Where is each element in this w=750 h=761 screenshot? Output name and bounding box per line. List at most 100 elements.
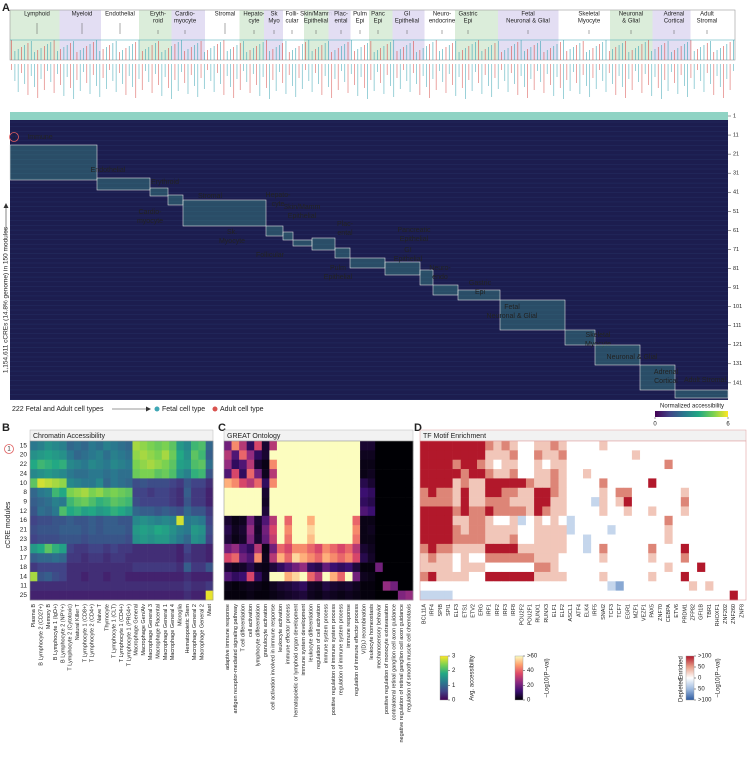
heatmap-cell — [607, 478, 616, 489]
column-label: T Lymphocyte 1 (CLT) — [112, 604, 118, 658]
heatmap-cell — [729, 441, 739, 451]
heatmap-cell — [88, 441, 97, 451]
heatmap-cell — [420, 543, 429, 554]
heatmap-cell — [737, 478, 747, 489]
heatmap-cell — [183, 581, 192, 591]
heatmap-cell — [558, 506, 567, 517]
heatmap-cell — [231, 459, 240, 470]
heatmap-cell — [161, 506, 170, 517]
heatmap-cell — [254, 459, 263, 470]
heatmap-cell — [542, 571, 551, 582]
heatmap-cell — [436, 515, 445, 526]
heatmap-cell — [615, 450, 625, 461]
module-block — [384, 261, 421, 276]
column-label: Macrophage General — [134, 604, 140, 656]
heatmap-cell — [337, 562, 346, 573]
heatmap-cell — [566, 553, 576, 563]
module-block — [349, 257, 386, 269]
heatmap-cell — [154, 515, 163, 526]
heatmap-cell — [176, 506, 185, 517]
heatmap-cell — [397, 506, 406, 517]
heatmap-cell — [117, 515, 126, 526]
heatmap-cell — [493, 534, 502, 545]
heatmap-cell — [367, 525, 376, 535]
heatmap-cell — [44, 469, 53, 479]
heatmap-cell — [574, 571, 584, 582]
heatmap-cell — [558, 562, 567, 573]
module-label: Neuronal & Glial — [487, 313, 538, 320]
heatmap-cell — [664, 497, 673, 507]
heatmap-cell — [640, 590, 649, 601]
heatmap-cell — [161, 515, 170, 526]
heatmap-cell — [103, 487, 111, 498]
heatmap-cell — [737, 515, 747, 526]
column-label: lymphocyte differentiation — [255, 604, 261, 666]
heatmap-cell — [44, 478, 53, 489]
heatmap-cell — [139, 515, 148, 526]
heatmap-cell — [672, 553, 682, 563]
heatmap-cell — [566, 562, 576, 573]
heatmap-cell — [276, 497, 285, 507]
heatmap-cell — [269, 478, 278, 489]
row-label: 25 — [20, 592, 28, 599]
heatmap-cell — [154, 450, 163, 461]
heatmap-cell — [672, 459, 682, 470]
heatmap-cell — [117, 562, 126, 573]
heatmap-cell — [477, 506, 486, 517]
heatmap-cell — [656, 487, 665, 498]
column-label: RUNX1 — [536, 604, 542, 623]
heatmap-cell — [154, 543, 163, 554]
column-label: Natural Killer T — [75, 603, 81, 640]
heatmap-cell — [550, 441, 559, 451]
heatmap-cell — [517, 553, 527, 563]
heatmap-cell — [397, 525, 406, 535]
heatmap-cell — [558, 487, 567, 498]
heatmap-cell — [452, 543, 462, 554]
heatmap-cell — [154, 571, 163, 582]
heatmap-cell — [307, 525, 316, 535]
heatmap-cell — [729, 515, 739, 526]
heatmap-cell — [66, 590, 75, 601]
row-label: 9 — [23, 499, 27, 506]
group-label: Panc — [371, 12, 385, 18]
heatmap-cell — [615, 571, 625, 582]
heatmap-cell — [132, 543, 141, 554]
heatmap-cell — [542, 525, 551, 535]
heatmap-cell — [664, 515, 673, 526]
y-tick-label: 31 — [733, 171, 739, 177]
heatmap-cell — [493, 590, 502, 601]
group-label: Stromal — [697, 19, 718, 25]
heatmap-cell — [460, 450, 470, 461]
heatmap-cell — [284, 581, 293, 591]
heatmap-cell — [352, 450, 361, 461]
y-tick-label: 51 — [733, 209, 739, 215]
heatmap-cell — [607, 590, 616, 601]
heatmap-cell — [525, 478, 535, 489]
heatmap-cell — [405, 534, 414, 545]
heatmap-cell — [615, 553, 625, 563]
heatmap-cell — [583, 450, 592, 461]
heatmap-cell — [239, 581, 247, 591]
heatmap-cell — [205, 497, 214, 507]
heatmap-cell — [269, 515, 278, 526]
heatmap-cell — [352, 562, 361, 573]
heatmap-cell — [648, 571, 657, 582]
heatmap-cell — [664, 543, 673, 554]
heatmap-cell — [697, 478, 706, 489]
heatmap-cell — [631, 534, 641, 545]
heatmap-cell — [534, 506, 543, 517]
heatmap-cell — [117, 553, 126, 563]
heatmap-cell — [224, 534, 232, 545]
heatmap-cell — [44, 534, 53, 545]
heatmap-cell — [231, 450, 240, 461]
heatmap-cell — [705, 571, 714, 582]
heatmap-cell — [664, 469, 673, 479]
heatmap-cell — [550, 450, 559, 461]
column-label: adaptive immune response — [225, 604, 231, 670]
heatmap-cell — [615, 441, 625, 451]
heatmap-cell — [284, 450, 293, 461]
heatmap-cell — [147, 581, 155, 591]
heatmap-cell — [648, 590, 657, 601]
heatmap-cell — [30, 571, 38, 582]
row-label: 20 — [20, 452, 28, 459]
